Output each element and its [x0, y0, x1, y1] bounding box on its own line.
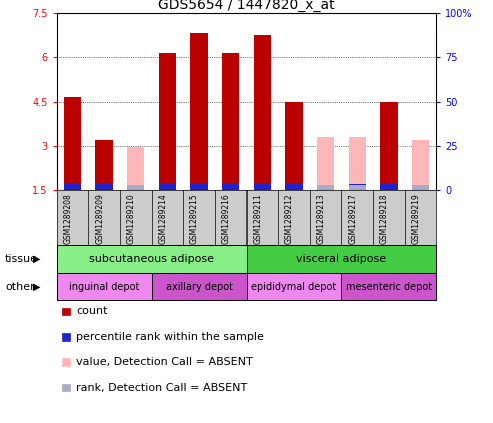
Text: count: count — [76, 306, 108, 316]
Text: GSM1289216: GSM1289216 — [222, 193, 231, 244]
Text: subcutaneous adipose: subcutaneous adipose — [89, 254, 214, 264]
Bar — [253, 184, 271, 190]
Text: other: other — [5, 282, 35, 291]
Bar — [190, 184, 208, 190]
Bar — [127, 185, 144, 190]
Bar — [317, 185, 334, 190]
Text: inguinal depot: inguinal depot — [69, 282, 140, 291]
Text: GSM1289213: GSM1289213 — [317, 193, 325, 244]
Text: GSM1289214: GSM1289214 — [158, 193, 168, 244]
Bar — [285, 184, 303, 190]
Bar — [285, 102, 303, 190]
Bar — [317, 137, 334, 190]
Text: tissue: tissue — [5, 254, 38, 264]
Text: mesenteric depot: mesenteric depot — [346, 282, 432, 291]
Bar — [159, 184, 176, 190]
Bar — [96, 140, 113, 190]
Text: GSM1289211: GSM1289211 — [253, 193, 262, 244]
Text: epididymal depot: epididymal depot — [251, 282, 337, 291]
Bar — [253, 35, 271, 190]
Bar — [412, 185, 429, 190]
Text: GSM1289215: GSM1289215 — [190, 193, 199, 244]
Bar — [349, 137, 366, 190]
Text: GSM1289219: GSM1289219 — [412, 193, 421, 244]
Text: percentile rank within the sample: percentile rank within the sample — [76, 332, 264, 342]
Text: visceral adipose: visceral adipose — [296, 254, 387, 264]
Bar — [380, 102, 397, 190]
Text: GSM1289210: GSM1289210 — [127, 193, 136, 244]
Text: ▶: ▶ — [33, 254, 41, 264]
Bar — [380, 184, 397, 190]
Bar — [190, 33, 208, 190]
Bar — [222, 53, 240, 190]
Text: GSM1289212: GSM1289212 — [285, 193, 294, 244]
Bar — [96, 184, 113, 190]
Bar — [222, 184, 240, 190]
Bar — [349, 184, 366, 190]
Title: GDS5654 / 1447820_x_at: GDS5654 / 1447820_x_at — [158, 0, 335, 12]
Bar — [412, 140, 429, 190]
Bar — [64, 184, 81, 190]
Text: GSM1289208: GSM1289208 — [64, 193, 72, 244]
Bar — [349, 185, 366, 190]
Text: axillary depot: axillary depot — [166, 282, 233, 291]
Bar — [127, 148, 144, 190]
Text: GSM1289217: GSM1289217 — [348, 193, 357, 244]
Text: GSM1289218: GSM1289218 — [380, 193, 389, 244]
Text: GSM1289209: GSM1289209 — [95, 193, 104, 244]
Text: value, Detection Call = ABSENT: value, Detection Call = ABSENT — [76, 357, 253, 367]
Text: ▶: ▶ — [33, 282, 41, 291]
Text: rank, Detection Call = ABSENT: rank, Detection Call = ABSENT — [76, 382, 247, 393]
Bar — [159, 53, 176, 190]
Bar — [349, 137, 366, 190]
Bar — [64, 97, 81, 190]
